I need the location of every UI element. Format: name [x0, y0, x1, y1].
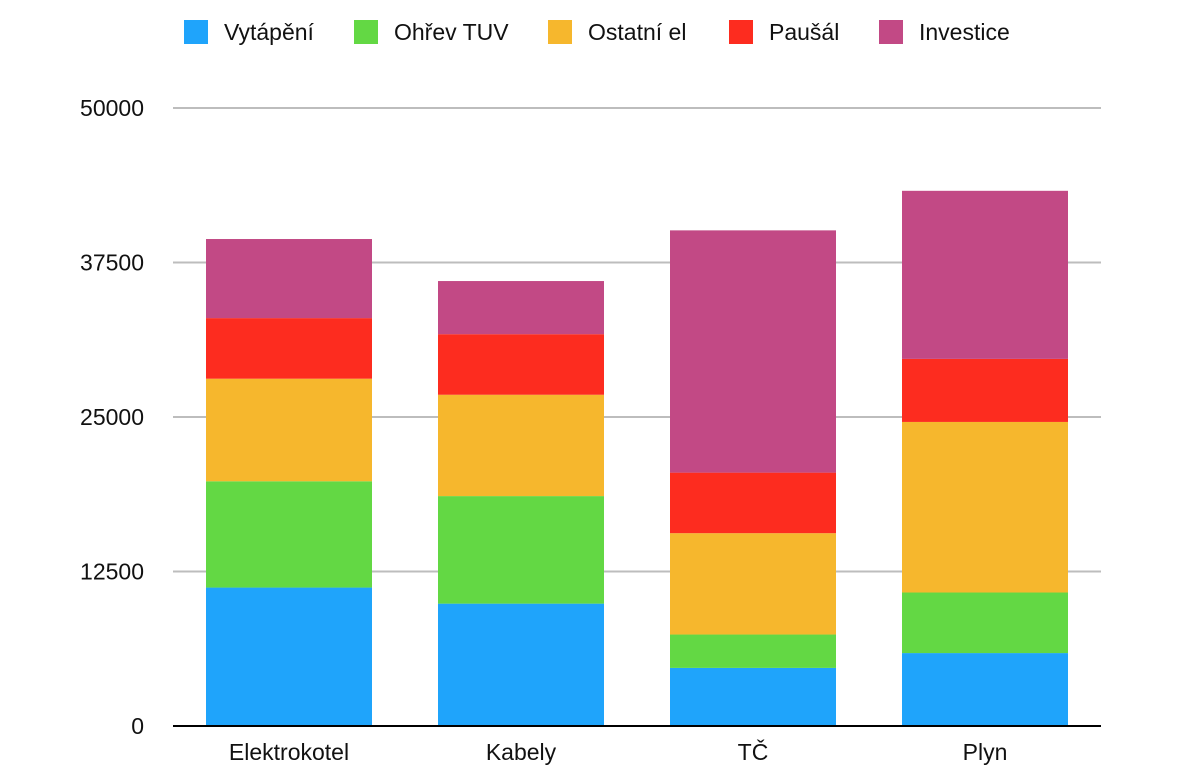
bar-segment	[902, 653, 1068, 726]
x-tick-label: TČ	[738, 738, 769, 765]
bar-segment	[438, 281, 604, 335]
bars	[206, 190, 1068, 726]
legend-swatch	[184, 20, 208, 44]
legend-swatch	[729, 20, 753, 44]
bar-segment	[438, 394, 604, 497]
legend: Vytápění Ohřev TUV Ostatní el Paušál Investi…	[184, 19, 1010, 45]
bar-segment	[206, 587, 372, 726]
bar-segment	[206, 239, 372, 319]
legend-label: Ohřev TUV	[394, 19, 509, 45]
bar-segment	[902, 421, 1068, 593]
bar-segment	[438, 603, 604, 726]
y-tick-label: 50000	[80, 95, 144, 121]
bar-segment	[670, 472, 836, 534]
legend-swatch	[548, 20, 572, 44]
x-tick-label: Elektrokotel	[229, 739, 349, 765]
bar-segment	[902, 190, 1068, 359]
legend-swatch	[879, 20, 903, 44]
legend-swatch	[354, 20, 378, 44]
bar-segment	[438, 334, 604, 395]
y-tick-label: 0	[131, 713, 144, 739]
x-tick-label: Kabely	[486, 739, 557, 765]
y-axis-tick-labels: 0 12500 25000 37500 50000	[80, 95, 144, 739]
y-tick-label: 25000	[80, 404, 144, 430]
bar-segment	[670, 533, 836, 635]
bar-segment	[206, 481, 372, 588]
bar-segment	[670, 667, 836, 726]
bar-segment	[902, 592, 1068, 654]
bar-segment	[670, 634, 836, 668]
x-axis-tick-labels: Elektrokotel Kabely TČ Plyn	[229, 738, 1007, 765]
bar-segment	[902, 358, 1068, 422]
bar-segment	[438, 496, 604, 604]
legend-label: Paušál	[769, 19, 839, 45]
legend-label: Investice	[919, 19, 1010, 45]
bar-segment	[670, 230, 836, 473]
bar-segment	[206, 378, 372, 482]
y-tick-label: 12500	[80, 559, 144, 585]
x-tick-label: Plyn	[963, 739, 1008, 765]
legend-label: Ostatní el	[588, 19, 686, 45]
bar-segment	[206, 318, 372, 379]
y-tick-label: 37500	[80, 250, 144, 276]
legend-label: Vytápění	[224, 19, 315, 45]
